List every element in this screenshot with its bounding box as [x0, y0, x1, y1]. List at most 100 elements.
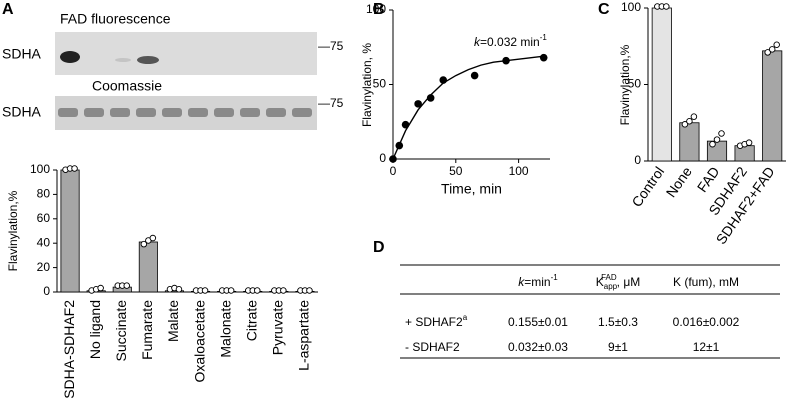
replicate-point — [768, 46, 776, 53]
replicate-point — [149, 234, 157, 242]
y-tick-label: 100 — [30, 162, 50, 176]
data-point — [470, 71, 479, 80]
gel-title: FAD fluorescence — [60, 11, 171, 27]
gel-band — [136, 108, 156, 117]
cell-text: + SDHAF2 — [405, 315, 463, 329]
gel-band — [110, 108, 130, 117]
replicate-point — [140, 240, 148, 248]
italic-symbol: k — [518, 275, 525, 289]
replicate-point — [97, 284, 104, 292]
x-tick-label: L-aspartate — [296, 300, 312, 371]
x-tick-label: Succinate — [113, 300, 129, 362]
replicate-point — [686, 117, 693, 125]
y-tick-label: 0 — [634, 153, 641, 167]
y-tick-label: 100 — [366, 2, 386, 16]
replicate-point — [227, 287, 235, 294]
x-tick-label: Fumarate — [139, 300, 155, 360]
table-cell: + SDHAF2a — [405, 313, 468, 329]
annotation-superscript: -1 — [540, 33, 548, 42]
x-tick-label: Pyruvate — [270, 300, 286, 355]
replicate-point — [123, 282, 130, 289]
replicate-point — [718, 130, 725, 137]
y-axis-label: Flavinylation,% — [618, 44, 632, 125]
data-point — [395, 141, 404, 150]
replicate-point — [745, 139, 753, 146]
size-marker: —75 — [318, 39, 344, 53]
replicate-point — [253, 287, 261, 294]
replicate-point — [175, 286, 183, 293]
panel-label: C — [598, 1, 610, 18]
fit-curve — [392, 55, 544, 160]
table-cell: KappFAD, μM — [596, 273, 641, 291]
replicate-point — [681, 121, 689, 128]
gel-band — [292, 108, 312, 117]
panel-label: A — [2, 1, 14, 18]
table-cell: 12±1 — [693, 340, 720, 354]
data-point — [439, 76, 448, 84]
replicate-point — [280, 287, 287, 294]
cell-text: =min — [524, 275, 550, 289]
gel-band — [188, 108, 208, 117]
y-axis-label: Flavinylation,% — [6, 190, 20, 271]
gel-band — [240, 108, 260, 117]
bar — [138, 241, 158, 293]
panel-label: B — [373, 1, 385, 18]
data-point — [426, 94, 435, 102]
replicate-point — [201, 287, 209, 294]
gel-coomassie — [55, 96, 317, 130]
table-cell: 9±1 — [608, 340, 628, 354]
x-tick-label: No ligand — [87, 300, 103, 359]
panel-label: D — [373, 239, 385, 256]
replicate-point — [764, 49, 771, 56]
superscript: a — [463, 313, 468, 322]
y-tick-label: 80 — [37, 187, 51, 201]
gel-band — [266, 108, 286, 117]
replicate-point — [663, 3, 670, 10]
replicate-point — [306, 287, 313, 294]
x-tick-label: 0 — [390, 164, 397, 178]
cell-text: K (fum), mM — [673, 275, 739, 289]
superscript: FAD — [601, 273, 617, 282]
gel-band — [84, 108, 104, 117]
y-tick-label: 50 — [373, 77, 387, 91]
gel-row-label: SDHA — [2, 104, 42, 120]
cell-text: , μM — [617, 275, 641, 289]
subscript: app — [604, 282, 618, 291]
table-cell: 0.032±0.03 — [508, 340, 568, 354]
table-cell: 1.5±0.3 — [598, 315, 638, 329]
table-cell: - SDHAF2 — [405, 340, 460, 354]
x-axis-label: Time, min — [441, 181, 502, 197]
replicate-point — [773, 41, 780, 49]
x-tick-label: Citrate — [243, 300, 259, 341]
table-cell: K (fum), mM — [673, 275, 739, 289]
x-tick-label: 50 — [449, 164, 463, 178]
cell-text: K — [596, 275, 604, 289]
replicate-point — [709, 140, 716, 148]
x-tick-label: Malonate — [217, 300, 233, 358]
x-tick-label: Malate — [165, 300, 181, 342]
bar — [651, 7, 672, 162]
annotation-symbol: k — [474, 35, 481, 49]
gel-title: Coomassie — [92, 78, 162, 94]
data-point — [414, 100, 422, 108]
annotation-text: =0.032 min — [480, 35, 540, 49]
y-tick-label: 60 — [37, 211, 51, 225]
data-point — [389, 155, 397, 163]
y-tick-label: 50 — [628, 77, 642, 91]
annotation: k=0.032 min-1 — [474, 33, 547, 49]
gel-band — [58, 108, 78, 117]
data-point — [539, 53, 548, 62]
replicate-point — [690, 113, 698, 120]
bar — [679, 122, 700, 162]
table-cell: 0.155±0.01 — [508, 315, 568, 329]
replicate-point — [713, 136, 721, 143]
replicate-point — [71, 165, 78, 172]
y-tick-label: 20 — [37, 260, 51, 274]
gel-row-label: SDHA — [2, 46, 42, 62]
x-tick-label: 100 — [509, 164, 529, 178]
data-point — [502, 56, 510, 65]
y-tick-label: 40 — [37, 235, 51, 249]
x-tick-label: Oxaloacetate — [191, 300, 207, 383]
gel-band — [214, 108, 234, 117]
